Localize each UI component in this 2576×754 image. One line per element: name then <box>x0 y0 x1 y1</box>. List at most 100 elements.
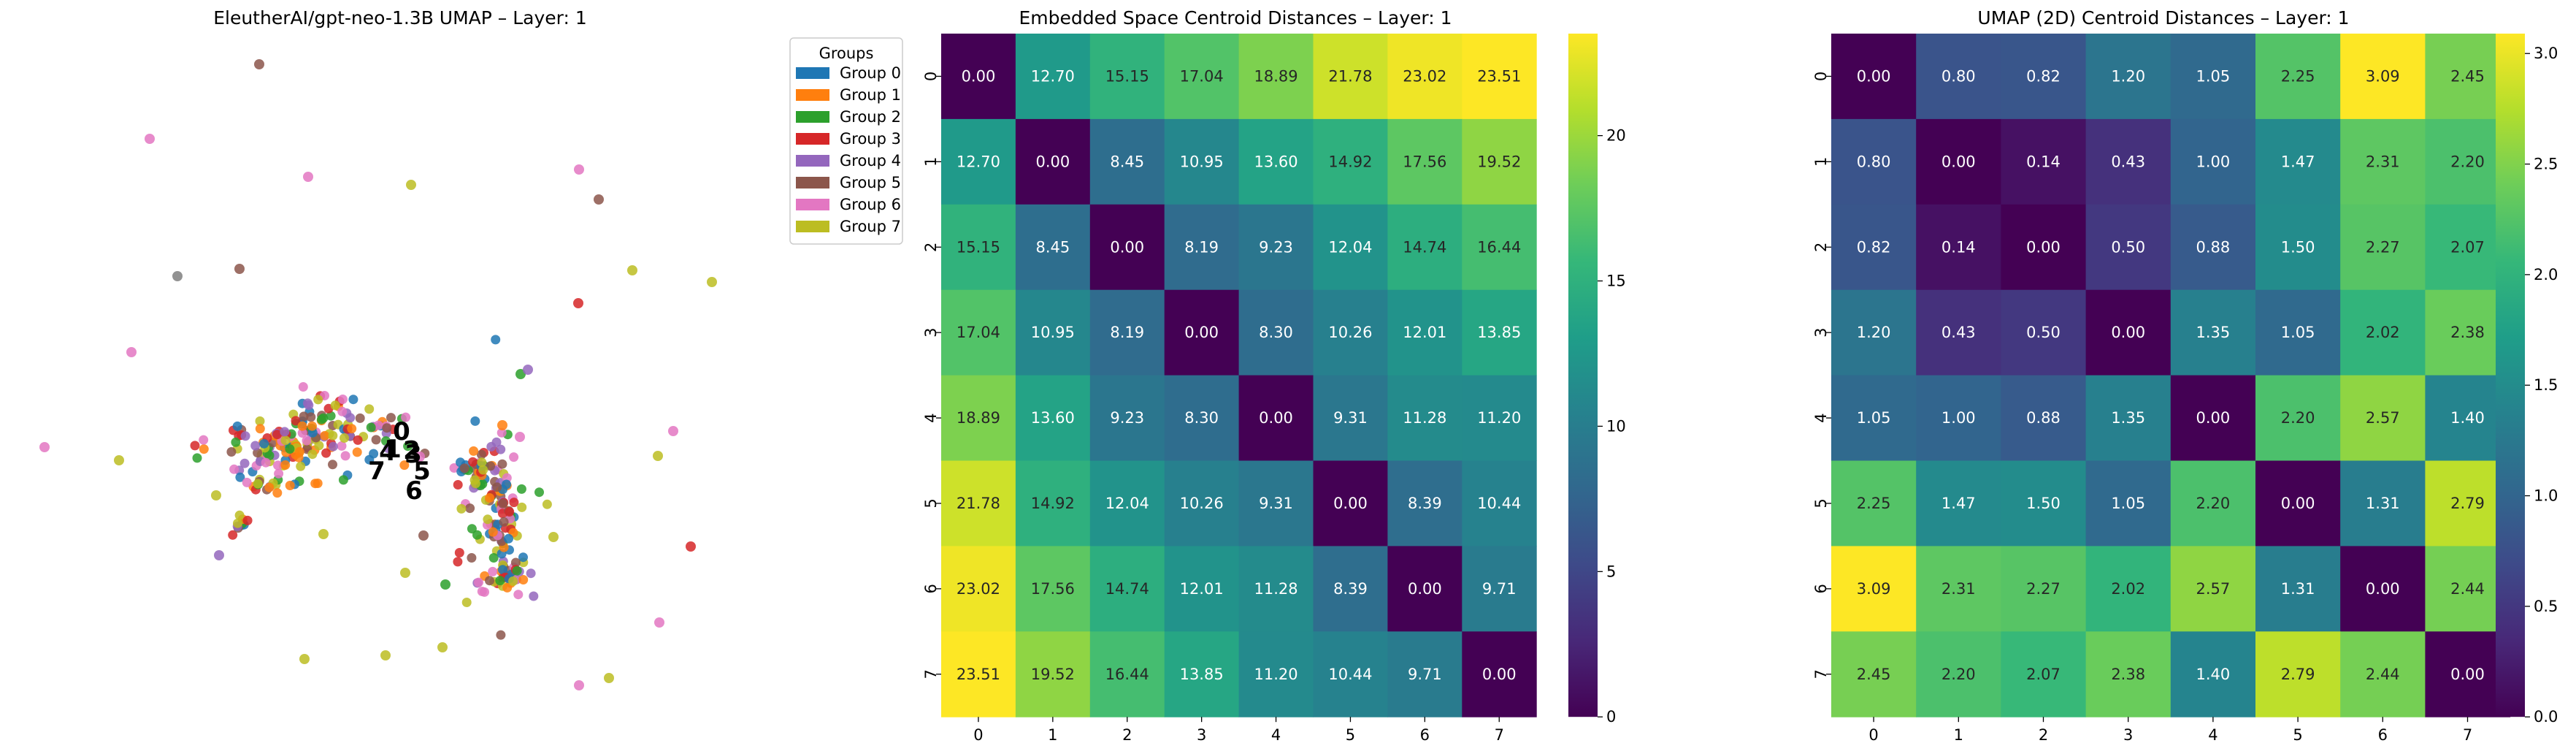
cell-label: 1.05 <box>2196 67 2231 85</box>
colorbar-tick-label: 10 <box>1606 417 1626 435</box>
cell-label: 21.78 <box>1328 67 1372 85</box>
cell-label: 0.00 <box>2450 666 2485 683</box>
cell-label: 1.05 <box>2281 324 2315 341</box>
heatmap-cell <box>1462 631 1537 717</box>
heatmap-cell <box>941 546 1016 632</box>
scatter-point <box>234 510 245 520</box>
scatter-point <box>297 428 307 438</box>
cell-label: 0.88 <box>2196 238 2231 256</box>
cell-label: 0.43 <box>1941 324 1976 341</box>
scatter-point <box>318 529 329 539</box>
scatter-point <box>574 680 584 690</box>
scatter-point <box>485 576 494 586</box>
scatter-point <box>523 365 533 375</box>
cell-label: 0.14 <box>2026 153 2061 170</box>
scatter-point <box>233 518 242 528</box>
cell-label: 19.52 <box>1031 666 1075 683</box>
heatmap-cell <box>1015 204 1091 291</box>
heatmap-cell <box>1916 546 2001 632</box>
scatter-point <box>242 515 253 525</box>
scatter-point <box>254 59 264 69</box>
scatter-point <box>347 424 357 434</box>
heatmap-cell <box>941 375 1016 461</box>
cell-label: 10.26 <box>1328 324 1372 341</box>
cell-label: 13.85 <box>1180 666 1224 683</box>
cell-label: 10.44 <box>1328 666 1372 683</box>
heatmap-cell <box>2255 460 2341 547</box>
cell-label: 2.20 <box>2196 495 2231 512</box>
scatter-point <box>491 335 501 345</box>
cell-label: 17.56 <box>1403 153 1446 170</box>
heatmap-cell <box>1164 118 1240 205</box>
scatter-point <box>273 460 283 471</box>
cell-label: 2.31 <box>1941 580 1976 598</box>
legend-swatch <box>796 133 829 145</box>
cell-label: 14.74 <box>1403 238 1446 256</box>
scatter-point <box>496 444 506 454</box>
scatter-point <box>399 460 410 471</box>
scatter-point <box>337 406 348 416</box>
scatter-point <box>513 590 524 600</box>
cell-label: 1.35 <box>2196 324 2231 341</box>
scatter-point <box>303 172 313 182</box>
scatter-point <box>226 447 237 457</box>
x-tick-label: 6 <box>2378 726 2388 744</box>
scatter-point <box>297 421 307 431</box>
scatter-point <box>512 566 522 576</box>
scatter-point <box>498 498 508 509</box>
cell-label: 2.79 <box>2450 495 2485 512</box>
x-tick-label: 3 <box>1197 726 1206 744</box>
scatter-point <box>199 444 209 454</box>
heatmap-cell <box>1015 118 1091 205</box>
scatter-point <box>380 650 391 660</box>
cell-label: 8.30 <box>1184 409 1219 427</box>
cell-label: 9.71 <box>1408 666 1442 683</box>
umap-heatmap-title: UMAP (2D) Centroid Distances – Layer: 1 <box>1977 7 2349 28</box>
scatter-point <box>306 412 316 422</box>
heatmap-cell <box>2001 631 2087 717</box>
colorbar-tick-label: 1.0 <box>2534 487 2558 505</box>
scatter-point <box>328 441 338 452</box>
scatter-point <box>477 457 487 468</box>
heatmap-cell <box>1164 289 1240 376</box>
heatmap-cell <box>2170 204 2256 291</box>
scatter-point <box>474 577 483 587</box>
heatmap-cell <box>1238 34 1314 120</box>
heatmap-cell <box>2085 460 2171 547</box>
heatmap-cell <box>2170 631 2256 717</box>
y-tick-label: 7 <box>1812 669 1830 679</box>
scatter-point <box>686 541 696 552</box>
scatter-point <box>470 416 480 426</box>
scatter-point <box>211 490 221 500</box>
colorbar-tick-label: 3.0 <box>2534 45 2558 62</box>
cell-label: 1.50 <box>2026 495 2061 512</box>
cell-label: 10.44 <box>1477 495 1521 512</box>
scatter-point <box>307 421 317 431</box>
heatmap-cell <box>1831 375 1917 461</box>
cell-label: 16.44 <box>1477 238 1521 256</box>
scatter-point <box>330 400 340 411</box>
y-tick-label: 1 <box>922 157 940 167</box>
scatter-point <box>280 460 291 470</box>
centroid-label: 0 <box>393 417 410 446</box>
scatter-point <box>509 498 519 508</box>
scatter-point <box>515 432 525 442</box>
cell-label: 10.95 <box>1180 153 1224 170</box>
scatter-point <box>348 395 359 405</box>
scatter-point <box>406 180 416 190</box>
cell-label: 13.60 <box>1254 153 1297 170</box>
scatter-point <box>488 566 498 576</box>
scatter-point <box>272 488 283 498</box>
scatter-point <box>504 533 513 544</box>
scatter-point <box>492 482 502 492</box>
scatter-point <box>386 413 396 423</box>
scatter-point <box>529 591 539 601</box>
y-tick-label: 5 <box>1812 498 1830 508</box>
umap-scatter-panel: EleutherAI/gpt-neo-1.3B UMAP – Layer: 1 … <box>39 7 903 690</box>
heatmap-cell <box>2170 34 2256 120</box>
heatmap-cell <box>1916 204 2001 291</box>
cell-label: 2.57 <box>2366 409 2400 427</box>
legend-swatch <box>796 89 829 101</box>
cell-label: 1.00 <box>2196 153 2231 170</box>
